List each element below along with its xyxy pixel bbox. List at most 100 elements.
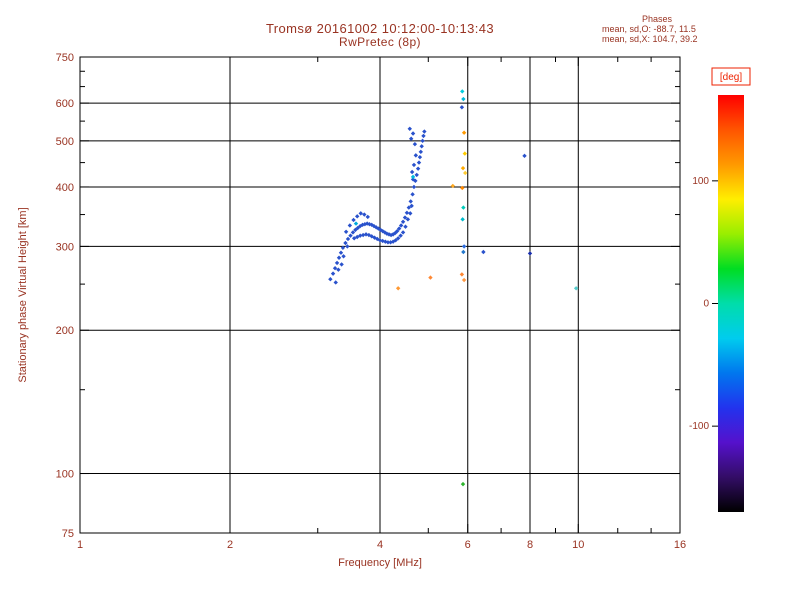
data-point — [460, 217, 465, 222]
phases-summary: Phases mean, sd,O: -88.7, 11.5 mean, sd,… — [602, 14, 792, 44]
data-point — [394, 228, 400, 234]
data-point — [410, 174, 416, 180]
plot-title-line2: RwPretec (8p) — [339, 35, 421, 49]
data-point — [333, 280, 338, 285]
phases-heading: Phases — [642, 14, 673, 24]
data-point — [398, 233, 403, 238]
data-point — [371, 223, 377, 229]
data-point — [461, 277, 467, 283]
data-point — [414, 172, 419, 178]
data-point — [405, 217, 411, 222]
data-point — [460, 185, 465, 191]
x-axis-label: Frequency [MHz] — [338, 557, 422, 569]
data-point — [527, 251, 533, 256]
data-point — [396, 226, 402, 231]
y-tick-label: 600 — [56, 98, 74, 110]
x-tick-label: 10 — [572, 539, 584, 551]
y-axis-label: Stationary phase Virtual Height [km] — [17, 207, 29, 382]
data-point — [351, 217, 356, 223]
data-point — [334, 260, 340, 266]
data-point — [461, 244, 467, 249]
data-point — [338, 250, 344, 255]
data-point — [353, 221, 359, 226]
data-point — [411, 184, 417, 190]
data-point — [409, 203, 414, 209]
axis-ticks — [79, 56, 681, 534]
data-point — [428, 275, 433, 280]
data-point — [418, 149, 424, 155]
data-point — [459, 105, 465, 110]
data-point — [460, 89, 465, 94]
gridlines — [80, 57, 680, 533]
colorbar-unit-label: [deg] — [720, 72, 742, 83]
x-tick-label: 6 — [465, 539, 471, 551]
data-point — [328, 277, 333, 282]
data-point — [363, 232, 369, 237]
data-point — [341, 254, 346, 259]
data-point — [419, 144, 424, 149]
colorbar-tick-label: 0 — [703, 299, 709, 310]
axis-tick-labels: 1 2 4 6 8 10 16 750 600 500 400 300 200 100 75 — [56, 52, 686, 551]
data-point — [369, 222, 374, 228]
data-point — [412, 141, 418, 147]
deg-label-box — [711, 67, 751, 86]
x-tick-label: 2 — [227, 539, 233, 551]
data-point — [408, 136, 414, 141]
data-point — [461, 249, 466, 255]
data-point — [406, 205, 412, 210]
data-point — [410, 192, 415, 197]
x-tick-label: 1 — [77, 539, 83, 551]
data-point — [420, 138, 425, 144]
data-point — [372, 235, 377, 240]
data-point — [340, 245, 346, 251]
data-point — [377, 238, 383, 243]
data-point — [460, 165, 466, 171]
data-point — [522, 153, 527, 159]
data-point — [385, 240, 391, 245]
data-point — [408, 211, 413, 216]
data-point — [360, 232, 366, 238]
data-point — [350, 230, 356, 235]
data-point — [348, 233, 353, 238]
data-point — [343, 229, 349, 234]
plot-title-line1: Tromsø 20161002 10:12:00-10:13:43 — [265, 21, 495, 36]
data-point — [343, 240, 348, 246]
data-point — [362, 212, 367, 217]
data-point — [339, 262, 344, 267]
data-point — [395, 286, 401, 291]
data-point — [461, 205, 466, 210]
data-point — [353, 227, 358, 233]
data-point — [358, 211, 363, 216]
data-point — [330, 271, 336, 276]
phases-mean-sd-o: mean, sd,O: -88.7, 11.5 — [602, 24, 696, 34]
data-point — [415, 166, 421, 171]
data-point — [460, 481, 466, 487]
y-tick-label: 100 — [56, 469, 74, 481]
data-point — [462, 151, 468, 156]
data-point — [417, 154, 423, 160]
data-point — [404, 210, 410, 215]
data-point — [408, 199, 413, 204]
data-point — [413, 153, 419, 158]
data-point — [375, 236, 380, 242]
colorbar-gradient — [718, 95, 744, 512]
data-point — [463, 170, 468, 176]
data-point — [481, 249, 486, 255]
data-point — [400, 219, 406, 224]
y-tick-label: 400 — [56, 182, 74, 194]
data-point — [360, 222, 365, 228]
data-point — [409, 169, 415, 175]
data-point — [395, 236, 401, 241]
data-point — [402, 215, 408, 220]
data-point — [345, 244, 350, 249]
data-points — [328, 89, 579, 487]
y-tick-label: 300 — [56, 241, 74, 253]
x-tick-label: 16 — [674, 539, 686, 551]
data-point — [354, 214, 360, 219]
y-tick-label: 750 — [56, 52, 74, 64]
data-point — [347, 223, 353, 228]
data-point — [407, 126, 412, 131]
y-tick-label: 75 — [62, 528, 74, 540]
data-point — [382, 230, 388, 235]
